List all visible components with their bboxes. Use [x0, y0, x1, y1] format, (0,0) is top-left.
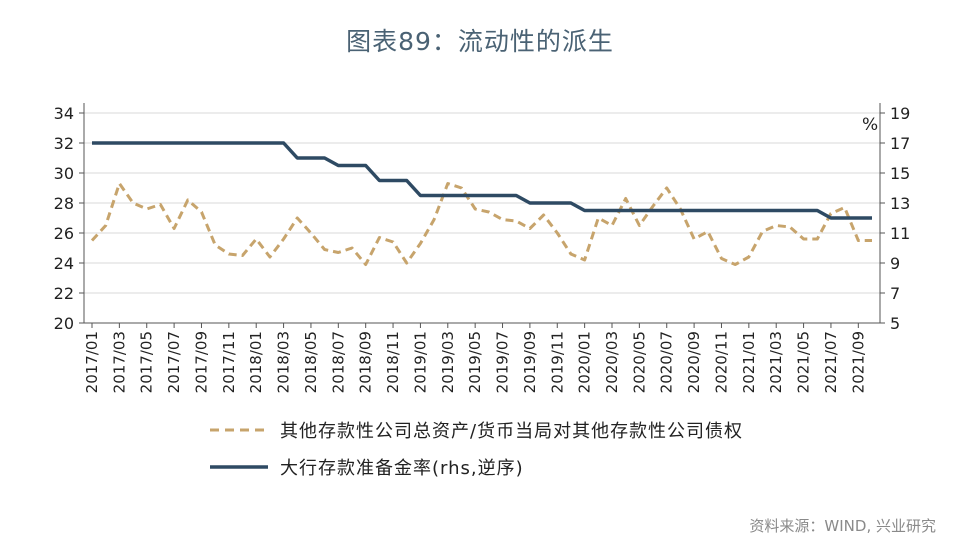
- chart-title: 图表89：流动性的派生: [346, 27, 614, 56]
- x-tick-label: 2021/05: [795, 331, 813, 393]
- x-tick-label: 2021/09: [849, 331, 867, 393]
- x-tick-label: 2018/03: [275, 331, 293, 393]
- x-tick-label: 2017/03: [110, 331, 128, 393]
- y-tick-label: 32: [54, 134, 74, 153]
- x-tick-label: 2017/11: [220, 331, 238, 393]
- x-tick-label: 2017/09: [192, 331, 210, 393]
- y2-tick-label: 13: [890, 194, 910, 213]
- x-tick-label: 2018/09: [357, 331, 375, 393]
- axes: 20 22 24 26 28 30 32 34 5 7 9 11 13 15 17 19 2017/01 2017…: [54, 103, 910, 393]
- source-note: 资料来源：WIND, 兴业研究: [749, 517, 936, 535]
- x-tick-label: 2019/11: [548, 331, 566, 393]
- x-tick-label: 2021/03: [767, 331, 785, 393]
- series-lines: [90, 141, 872, 266]
- x-tick-label: 2020/09: [685, 331, 703, 393]
- x-tick-label: 2020/03: [603, 331, 621, 393]
- legend-label-rrr: 大行存款准备金率(rhs,逆序): [280, 458, 524, 479]
- x-tick-label: 2019/01: [411, 331, 429, 393]
- y2-tick-label: 5: [890, 314, 900, 333]
- y-tick-label: 34: [54, 104, 74, 123]
- y-tick-label: 22: [54, 284, 74, 303]
- x-tick-label: 2018/01: [247, 331, 265, 393]
- legend-swatch-solid: [210, 465, 268, 469]
- x-tick-label: 2020/11: [712, 331, 730, 393]
- x-tick-label: 2017/07: [165, 331, 183, 393]
- x-tick-label: 2019/09: [521, 331, 539, 393]
- x-tick-label: 2018/11: [384, 331, 402, 393]
- x-tick-label: 2020/07: [658, 331, 676, 393]
- x-tick-label: 2017/05: [138, 331, 156, 393]
- y-tick-label: 20: [54, 314, 74, 333]
- y-tick-label: 30: [54, 164, 74, 183]
- series-line-ratio: [90, 182, 872, 266]
- y2-tick-label: 7: [890, 284, 900, 303]
- x-tick-label: 2020/05: [630, 331, 648, 393]
- x-tick-label: 2018/05: [302, 331, 320, 393]
- legend-swatch-dashed: [210, 428, 268, 432]
- x-tick-label: 2021/07: [822, 331, 840, 393]
- x-tick-label: 2018/07: [329, 331, 347, 393]
- y2-tick-label: 19: [890, 104, 910, 123]
- legend-item-rrr: 大行存款准备金率(rhs,逆序): [210, 452, 524, 482]
- x-tick-label: 2019/03: [439, 331, 457, 393]
- legend-label-ratio: 其他存款性公司总资产/货币当局对其他存款性公司债权: [280, 421, 744, 442]
- x-tick-label: 2017/01: [83, 331, 101, 393]
- x-tick-label: 2019/05: [466, 331, 484, 393]
- x-tick-label: 2019/07: [494, 331, 512, 393]
- y2-tick-label: 17: [890, 134, 910, 153]
- legend-item-ratio: 其他存款性公司总资产/货币当局对其他存款性公司债权: [210, 415, 743, 445]
- y-tick-label: 26: [54, 224, 74, 243]
- y-tick-label: 28: [54, 194, 74, 213]
- series-line-rrr: [92, 141, 872, 220]
- x-tick-label: 2021/01: [740, 331, 758, 393]
- y-tick-label: 24: [54, 254, 74, 273]
- y2-tick-label: 15: [890, 164, 910, 183]
- y2-tick-label: 9: [890, 254, 900, 273]
- x-tick-label: 2020/01: [576, 331, 594, 393]
- y2-tick-label: 11: [890, 224, 910, 243]
- y2-unit-label: %: [862, 115, 878, 135]
